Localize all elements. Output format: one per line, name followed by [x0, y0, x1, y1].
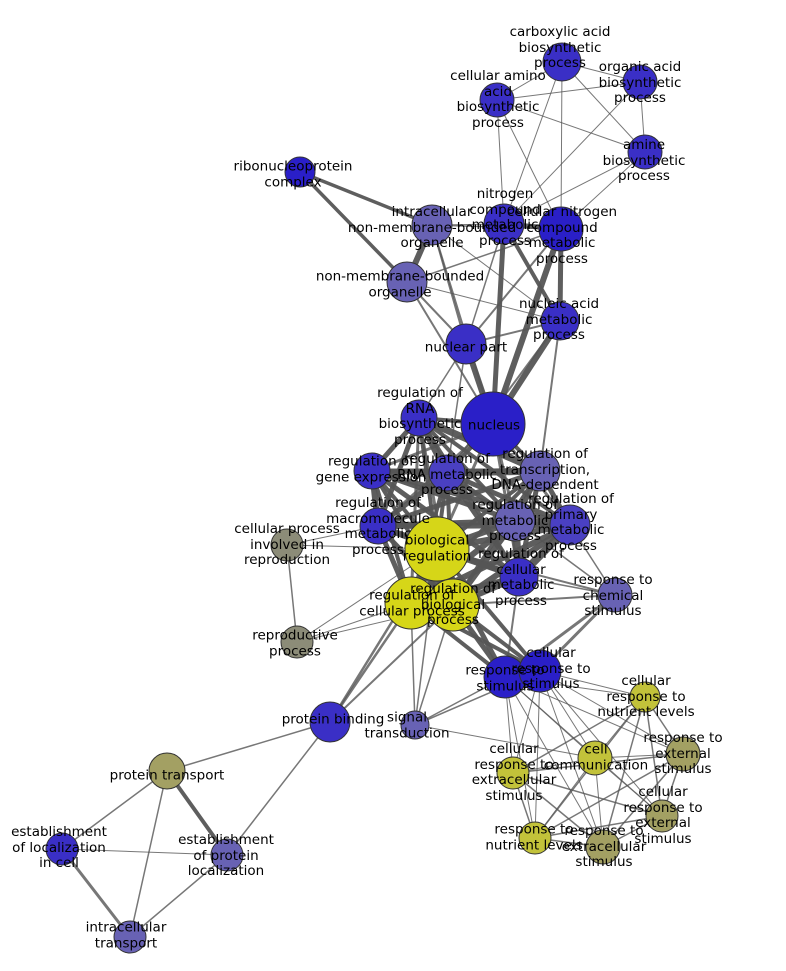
network-edge: [414, 724, 596, 759]
network-node[interactable]: [519, 450, 561, 492]
network-edge: [512, 772, 663, 817]
network-node[interactable]: [386, 261, 428, 303]
network-edge: [406, 228, 562, 283]
network-edge: [496, 81, 641, 101]
network-edge: [490, 226, 564, 427]
network-node[interactable]: [411, 204, 453, 246]
network-edge: [514, 520, 616, 596]
network-node[interactable]: [284, 156, 316, 188]
network-node[interactable]: [496, 756, 530, 790]
network-edge: [465, 223, 505, 345]
network-node[interactable]: [645, 799, 679, 833]
network-node[interactable]: [426, 578, 480, 632]
network-edge: [496, 99, 562, 230]
network-edge: [539, 670, 604, 848]
network-node[interactable]: [270, 528, 304, 562]
network-edge: [226, 721, 331, 856]
network-node[interactable]: [428, 454, 466, 492]
network-node[interactable]: [494, 500, 536, 542]
network-edge: [329, 604, 454, 723]
network-edge: [166, 721, 331, 772]
network-node[interactable]: [518, 821, 552, 855]
network-edge: [369, 468, 573, 528]
network-node[interactable]: [538, 206, 584, 252]
network-node[interactable]: [627, 134, 663, 170]
network-edge: [503, 81, 641, 225]
network-node[interactable]: [597, 577, 633, 613]
network-node[interactable]: [483, 203, 525, 245]
network-node[interactable]: [400, 399, 438, 437]
network-node[interactable]: [280, 625, 314, 659]
network-edge: [431, 224, 561, 322]
network-edge: [561, 61, 646, 153]
network-node[interactable]: [549, 504, 591, 546]
network-edge: [375, 468, 543, 529]
network-node[interactable]: [45, 832, 79, 866]
network-node[interactable]: [359, 507, 397, 545]
network-edge: [298, 170, 409, 284]
network-edge: [539, 320, 561, 472]
network-node[interactable]: [499, 557, 539, 597]
network-edge: [490, 221, 507, 427]
network-node[interactable]: [479, 82, 515, 118]
network-edge: [644, 696, 663, 817]
network-edge: [452, 594, 616, 606]
network-node[interactable]: [113, 920, 147, 954]
network-node[interactable]: [540, 301, 580, 341]
node-layer: [45, 42, 701, 954]
network-edge: [61, 848, 228, 856]
network-edge: [504, 676, 604, 848]
network-edge: [129, 854, 228, 938]
network-edge: [512, 696, 646, 774]
network-edge: [534, 670, 541, 839]
network-node[interactable]: [309, 701, 351, 743]
network-node[interactable]: [629, 681, 661, 713]
network-edge: [602, 696, 646, 848]
network-node[interactable]: [665, 736, 701, 772]
network-node[interactable]: [622, 64, 658, 100]
network-edge: [539, 670, 684, 755]
network-node[interactable]: [210, 838, 244, 872]
network-edge: [503, 61, 563, 225]
network-edge: [444, 470, 573, 528]
network-node[interactable]: [542, 42, 582, 82]
network-edge: [496, 99, 646, 153]
network-node[interactable]: [577, 740, 613, 776]
network-node[interactable]: [404, 516, 470, 582]
network-edge: [560, 61, 563, 230]
network-node[interactable]: [400, 710, 430, 740]
network-node[interactable]: [585, 829, 621, 865]
network-node[interactable]: [445, 323, 487, 365]
network-edge: [512, 772, 604, 848]
edge-layer: [60, 61, 684, 939]
network-node[interactable]: [518, 649, 562, 693]
network-edge: [534, 753, 684, 839]
network-edge: [60, 847, 132, 939]
network-edge: [406, 281, 561, 322]
network-edge: [409, 416, 421, 605]
network-edge: [298, 170, 434, 227]
network-node[interactable]: [148, 752, 186, 790]
network-edge: [602, 753, 684, 848]
network-edge: [496, 99, 505, 225]
network-edge: [534, 815, 663, 839]
network-node[interactable]: [460, 391, 526, 457]
network-node[interactable]: [353, 452, 391, 490]
network-edge: [503, 151, 646, 225]
network-edge: [504, 676, 536, 839]
network-edge: [61, 770, 168, 850]
network-edge: [129, 770, 168, 938]
